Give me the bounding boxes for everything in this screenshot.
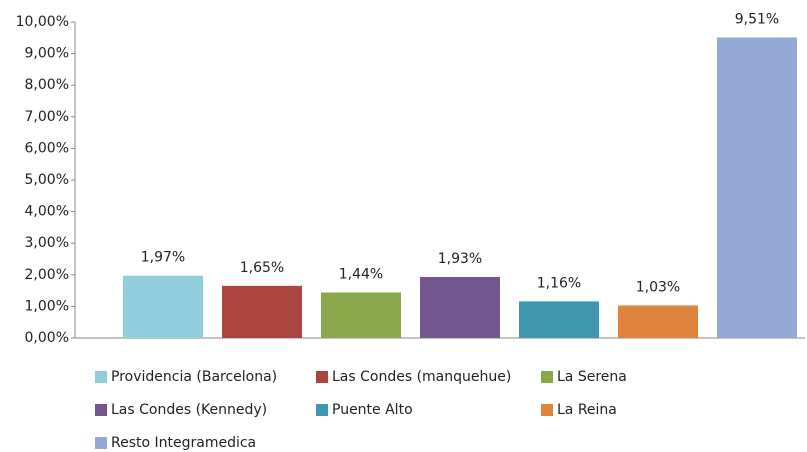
legend-label: Resto Integramedica [111,435,256,451]
legend-label: Las Condes (manquehue) [332,369,511,385]
legend-label: Las Condes (Kennedy) [111,402,267,418]
value-label: 1,97% [141,250,185,266]
legend-swatch [541,371,553,383]
legend-label: Providencia (Barcelona) [111,369,277,385]
legend-swatch [541,404,553,416]
y-tick-label: 9,00% [25,46,69,62]
y-tick-label: 3,00% [25,235,69,251]
legend-swatch [316,371,328,383]
value-label: 1,93% [438,251,482,267]
y-tick-label: 6,00% [25,140,69,156]
value-label: 1,44% [339,266,383,282]
legend-label: La Serena [557,369,627,385]
y-tick-label: 0,00% [25,330,69,346]
y-tick-label: 10,00% [16,14,69,30]
bar [321,292,401,338]
legend-swatch [95,404,107,416]
value-label: 1,16% [537,275,581,291]
bar [222,285,302,338]
value-label: 1,65% [240,260,284,276]
bar [123,275,203,338]
bar [420,277,500,338]
bar [717,37,797,338]
y-tick-label: 1,00% [25,298,69,314]
y-tick-label: 4,00% [25,204,69,220]
legend-label: La Reina [557,402,617,418]
y-tick-label: 7,00% [25,109,69,125]
legend-swatch [95,371,107,383]
y-tick-label: 2,00% [25,267,69,283]
bar [618,305,698,338]
y-tick-label: 5,00% [25,172,69,188]
legend-label: Puente Alto [332,402,413,418]
y-tick-label: 8,00% [25,77,69,93]
value-label: 9,51% [735,11,779,27]
value-label: 1,03% [636,279,680,295]
legend-swatch [95,437,107,449]
bar [519,301,599,338]
legend-swatch [316,404,328,416]
